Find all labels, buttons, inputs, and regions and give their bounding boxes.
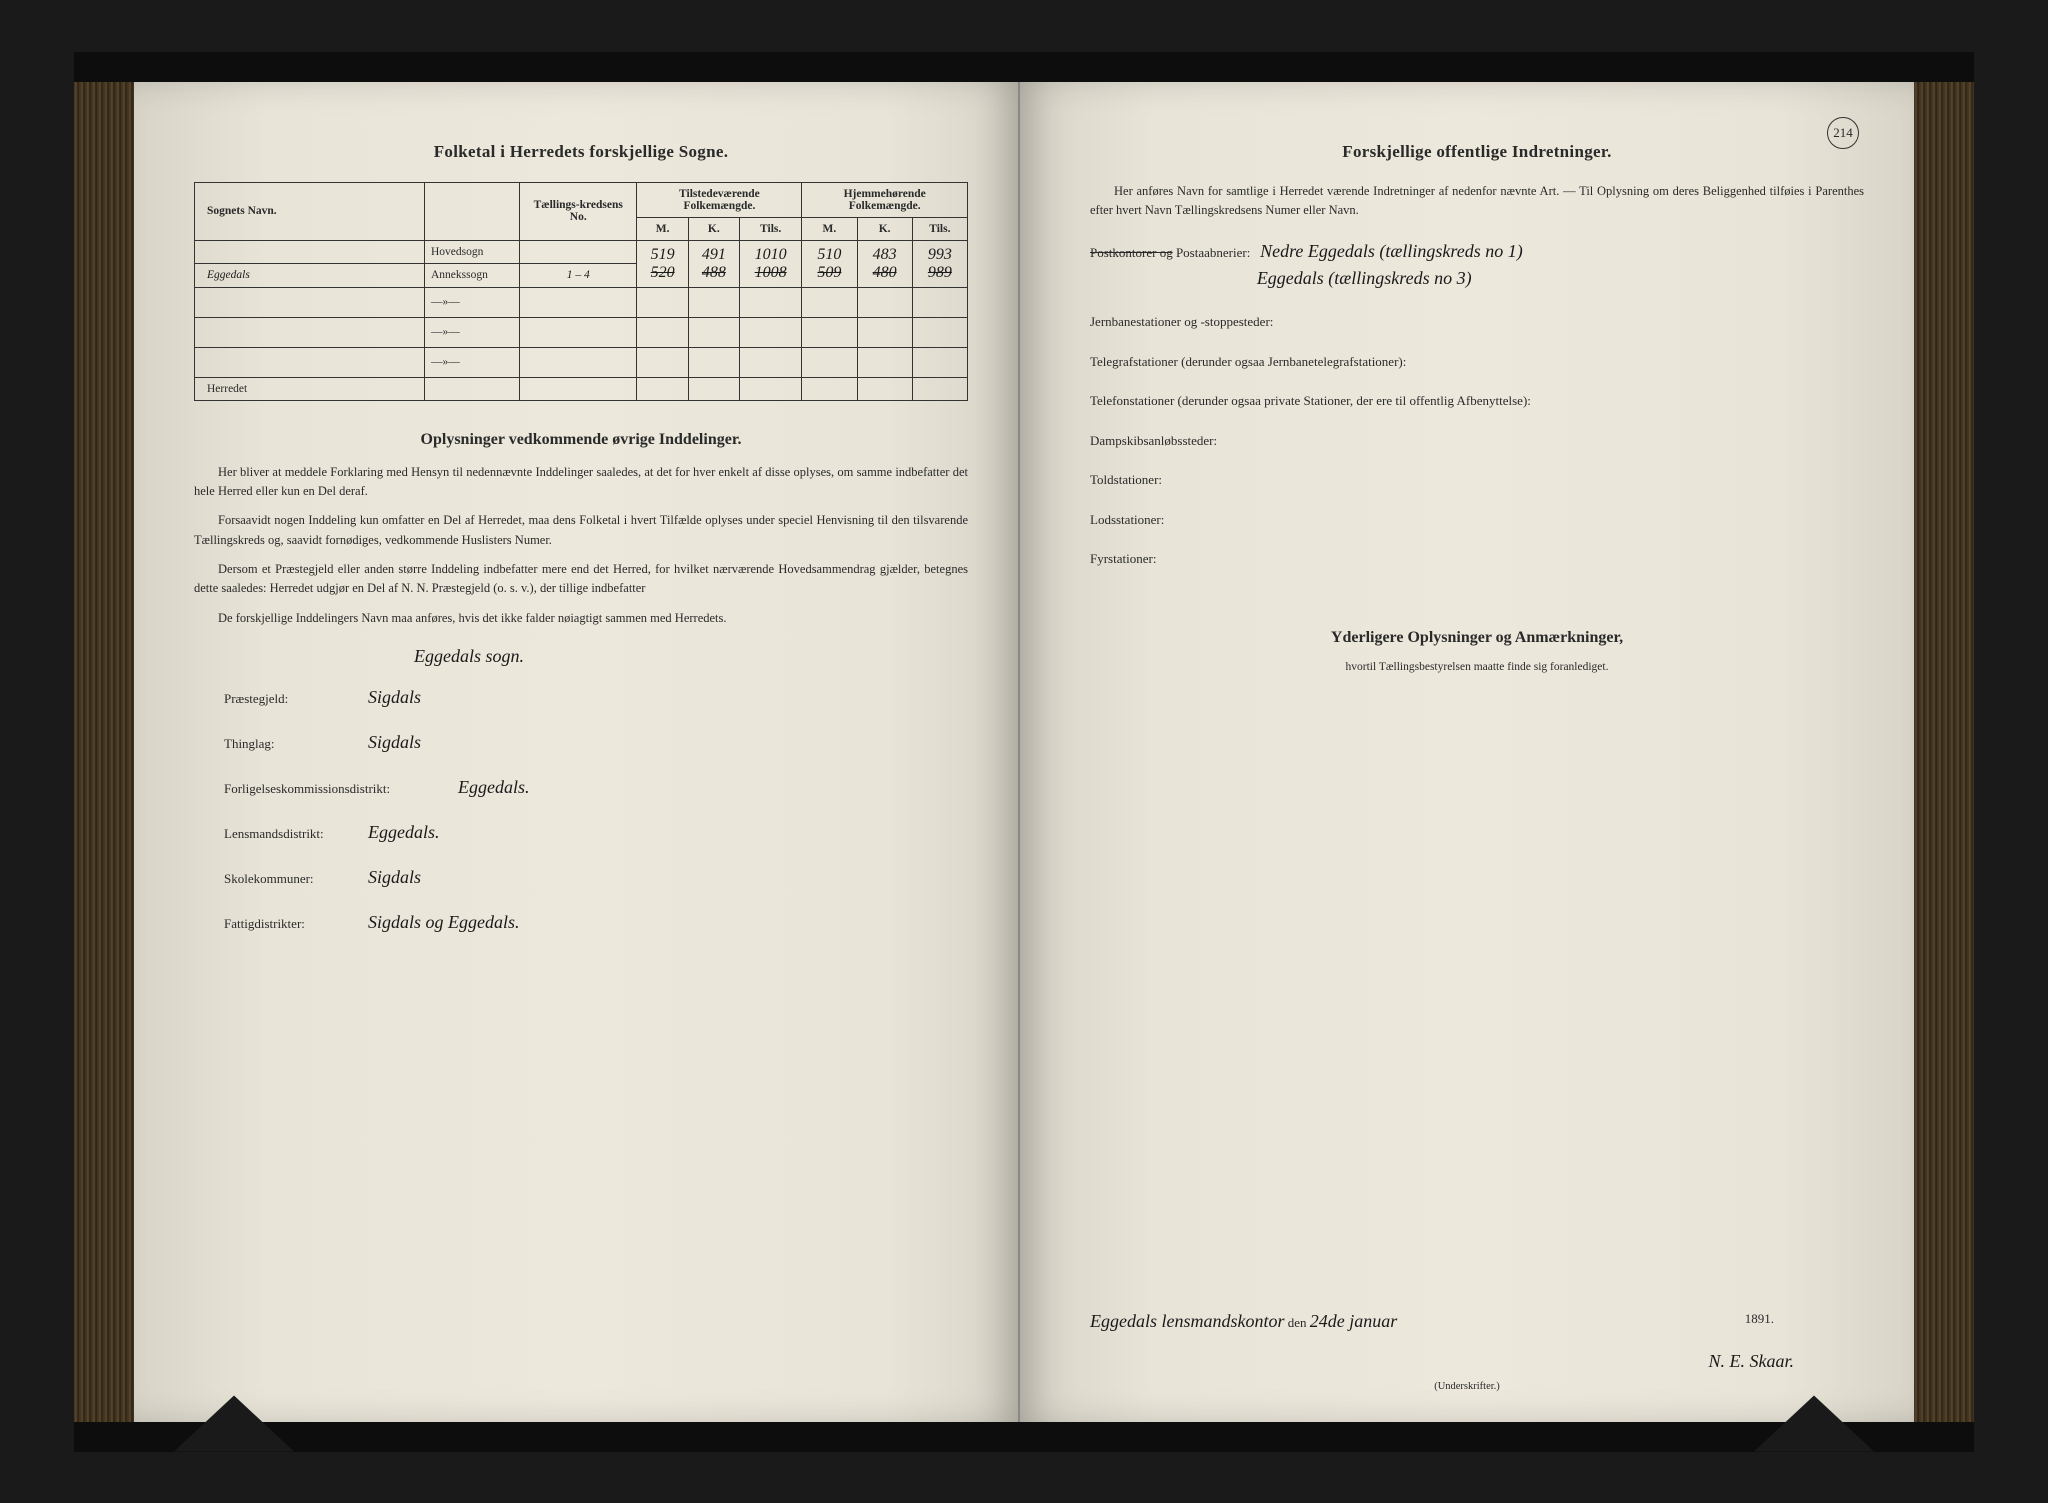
right-field: Postkontorer og Postaabnerier: Nedre Egg…: [1090, 238, 1864, 292]
field-row: Præstegjeld: Sigdals: [224, 687, 968, 708]
right-subsection-sub: hvortil Tællingsbestyrelsen maatte finde…: [1090, 661, 1864, 673]
field-label: Lodsstationer:: [1090, 512, 1164, 527]
th-t1: Tils.: [739, 217, 801, 240]
th-blank: [425, 182, 520, 240]
para3: Dersom et Præstegjeld eller anden større…: [194, 560, 968, 599]
sogn-line: Eggedals sogn.: [414, 646, 968, 667]
para2: Forsaavidt nogen Inddeling kun omfatter …: [194, 511, 968, 550]
field-value: Sigdals og Eggedals.: [368, 912, 968, 933]
field-row: Forligelseskommissionsdistrikt: Eggedals…: [224, 777, 968, 798]
book-spread: Folketal i Herredets forskjellige Sogne.…: [74, 52, 1974, 1452]
book-spine-right: [1914, 82, 1974, 1422]
field-value: Eggedals.: [458, 777, 968, 798]
right-field: Jernbanestationer og -stoppesteder:: [1090, 312, 1864, 332]
table-row: —»—: [195, 347, 968, 377]
field-label: Præstegjeld:: [224, 691, 354, 707]
field-label: Skolekommuner:: [224, 871, 354, 887]
right-field: Telefonstationer (derunder ogsaa private…: [1090, 391, 1864, 411]
cell-k1: 491488: [688, 240, 739, 287]
field-value: Sigdals: [368, 867, 968, 888]
cell-anneks: Annekssogn: [425, 264, 520, 288]
field-label: Jernbanestationer og -stoppesteder:: [1090, 314, 1273, 329]
table-row: —»—: [195, 317, 968, 347]
field-label: Dampskibsanløbssteder:: [1090, 433, 1217, 448]
cell-m1: 519520: [637, 240, 688, 287]
para4: De forskjellige Inddelingers Navn maa an…: [194, 609, 968, 628]
field-label: Thinglag:: [224, 736, 354, 752]
field-label: Telefonstationer (derunder ogsaa private…: [1090, 393, 1531, 408]
cell-hoved: Hovedsogn: [425, 240, 520, 264]
th-t2: Tils.: [912, 217, 967, 240]
th-m2: M.: [802, 217, 857, 240]
field-row: Fattigdistrikter: Sigdals og Eggedals.: [224, 912, 968, 933]
table-row: —»—: [195, 287, 968, 317]
cell-t2: 993989: [912, 240, 967, 287]
field-row: Thinglag: Sigdals: [224, 732, 968, 753]
field-label: Fattigdistrikter:: [224, 916, 354, 932]
book-spine-left: [74, 82, 134, 1422]
th-kreds: Tællings-kredsens No.: [520, 182, 637, 240]
table-header-row: Sognets Navn. Tællings-kredsens No. Tils…: [195, 182, 968, 217]
cell-t1: 10101008: [739, 240, 801, 287]
field-value: Nedre Eggedals (tællingskreds no 1): [1260, 241, 1523, 261]
field-row: Lensmandsdistrikt: Eggedals.: [224, 822, 968, 843]
th-m1: M.: [637, 217, 688, 240]
th-tilstede: Tilstedeværende Folkemængde.: [637, 182, 802, 217]
cell-m2: 510509: [802, 240, 857, 287]
field-label: Toldstationer:: [1090, 472, 1162, 487]
th-k2: K.: [857, 217, 912, 240]
field-label-struck: Postkontorer og: [1090, 245, 1173, 260]
para1: Her bliver at meddele Forklaring med Hen…: [194, 463, 968, 502]
page-number: 214: [1827, 117, 1859, 149]
right-field: Lodsstationer:: [1090, 510, 1864, 530]
left-subsection: Oplysninger vedkommende øvrige Inddeling…: [194, 431, 968, 449]
sig-place: Eggedals lensmandskontor: [1090, 1311, 1284, 1331]
field-value: Eggedals.: [368, 822, 968, 843]
right-field: Telegrafstationer (derunder ogsaa Jernba…: [1090, 352, 1864, 372]
right-title: Forskjellige offentlige Indretninger.: [1090, 142, 1864, 162]
left-page: Folketal i Herredets forskjellige Sogne.…: [134, 82, 1019, 1422]
field-label: Lensmandsdistrikt:: [224, 826, 354, 842]
right-page: 214 Forskjellige offentlige Indretninger…: [1019, 82, 1914, 1422]
field-value: Sigdals: [368, 732, 968, 753]
field-label: Postaabnerier:: [1173, 245, 1251, 260]
table-row-herred: Herredet: [195, 377, 968, 400]
sig-year: 1891.: [1745, 1311, 1774, 1327]
cell-herred: Herredet: [195, 377, 425, 400]
cell-sognname: Eggedals: [195, 264, 425, 288]
right-intro: Her anføres Navn for samtlige i Herredet…: [1090, 182, 1864, 221]
right-field: Fyrstationer:: [1090, 549, 1864, 569]
th-sogn: Sognets Navn.: [195, 182, 425, 240]
field-value: Sigdals: [368, 687, 968, 708]
table-row: Hovedsogn 519520 491488 10101008 510509 …: [195, 240, 968, 264]
sig-name: N. E. Skaar.: [1709, 1351, 1795, 1372]
left-title: Folketal i Herredets forskjellige Sogne.: [194, 142, 968, 162]
th-hjemme: Hjemmehørende Folkemængde.: [802, 182, 968, 217]
sig-date: 24de januar: [1310, 1311, 1398, 1331]
cell-empty: [520, 240, 637, 264]
signature-line: Eggedals lensmandskontor den 24de januar…: [1090, 1311, 1854, 1332]
field-label: Telegrafstationer (derunder ogsaa Jernba…: [1090, 354, 1406, 369]
right-field: Toldstationer:: [1090, 470, 1864, 490]
right-field: Dampskibsanløbssteder:: [1090, 431, 1864, 451]
cell-kreds: 1 – 4: [520, 264, 637, 288]
field-label: Fyrstationer:: [1090, 551, 1156, 566]
cell-k2: 483480: [857, 240, 912, 287]
field-value: Eggedals (tællingskreds no 3): [1257, 268, 1472, 288]
field-label: Forligelseskommissionsdistrikt:: [224, 781, 444, 797]
sig-under: (Underskrifter.): [1434, 1381, 1500, 1392]
cell-blank: [195, 240, 425, 264]
field-row: Skolekommuner: Sigdals: [224, 867, 968, 888]
right-subsection: Yderligere Oplysninger og Anmærkninger,: [1090, 629, 1864, 647]
sig-den: den: [1284, 1315, 1309, 1330]
th-k1: K.: [688, 217, 739, 240]
population-table: Sognets Navn. Tællings-kredsens No. Tils…: [194, 182, 968, 401]
